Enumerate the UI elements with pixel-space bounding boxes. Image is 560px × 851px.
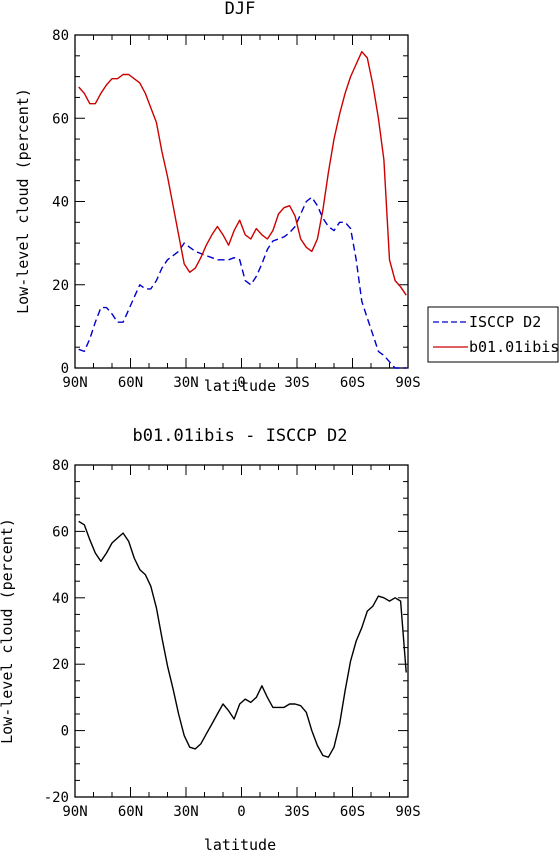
bottom-y-tick-label: 80 — [52, 458, 69, 474]
bottom-plot-area: 90N 60N 30N 0 30S 60S 90S -20 0 20 40 60 80 — [44, 458, 421, 820]
top-panel: DJF 90N 60N 30N 0 30S 60S 90S 0 20 40 60 80 latitud… — [14, 0, 559, 395]
bottom-series-line-difference — [78, 520, 407, 758]
top-series-line-isccp-d2 — [78, 196, 407, 369]
top-series-line-b01-01ibis — [78, 51, 407, 296]
top-x-tick-label: 0 — [237, 375, 245, 391]
legend-isccp-label: ISCCP D2 — [469, 313, 541, 331]
bottom-y-axis-label: Low-level cloud (percent) — [0, 518, 16, 744]
legend-model-label: b01.01ibis — [469, 338, 559, 356]
top-x-tick-label: 60N — [118, 375, 143, 391]
bottom-panel: b01.01ibis - ISCCP D2 90N 60N 30N 0 30S 60S 90… — [0, 426, 421, 851]
top-y-axis-label: Low-level cloud (percent) — [14, 88, 32, 314]
chart-title-djf: DJF — [225, 0, 256, 19]
bottom-x-tick-label: 90N — [62, 804, 87, 820]
top-x-axis-label: latitude — [204, 377, 276, 395]
top-y-tick-label: 20 — [52, 278, 69, 294]
top-x-tick-label: 60S — [340, 375, 365, 391]
bottom-y-tick-label: 0 — [61, 724, 69, 740]
top-plot-frame — [74, 34, 409, 369]
bottom-x-tick-label: 30S — [284, 804, 309, 820]
legend: ISCCP D2 b01.01ibis — [427, 306, 559, 363]
top-y-tick-label: 60 — [52, 111, 69, 127]
top-x-tick-label: 30S — [284, 375, 309, 391]
top-plot-area: 90N 60N 30N 0 30S 60S 90S 0 20 40 60 80 — [52, 28, 421, 391]
bottom-y-tick-label: 40 — [52, 591, 69, 607]
top-x-tick-label: 90S — [395, 375, 420, 391]
chart-title-difference: b01.01ibis - ISCCP D2 — [133, 426, 348, 446]
legend-box — [427, 306, 559, 363]
bottom-x-tick-label: 60N — [118, 804, 143, 820]
bottom-y-tick-label: 20 — [52, 657, 69, 673]
top-x-tick-label: 90N — [62, 375, 87, 391]
top-y-tick-label: 0 — [61, 361, 69, 377]
top-x-tick-label: 30N — [173, 375, 198, 391]
bottom-x-tick-label: 90S — [395, 804, 420, 820]
bottom-x-tick-label: 30N — [173, 804, 198, 820]
bottom-y-tick-label: -20 — [44, 790, 69, 806]
top-y-tick-label: 80 — [52, 28, 69, 44]
bottom-x-tick-label: 0 — [237, 804, 245, 820]
bottom-y-tick-label: 60 — [52, 524, 69, 540]
top-y-tick-label: 40 — [52, 195, 69, 211]
bottom-x-tick-label: 60S — [340, 804, 365, 820]
bottom-x-axis-label: latitude — [204, 836, 276, 851]
bottom-plot-frame — [74, 464, 409, 798]
